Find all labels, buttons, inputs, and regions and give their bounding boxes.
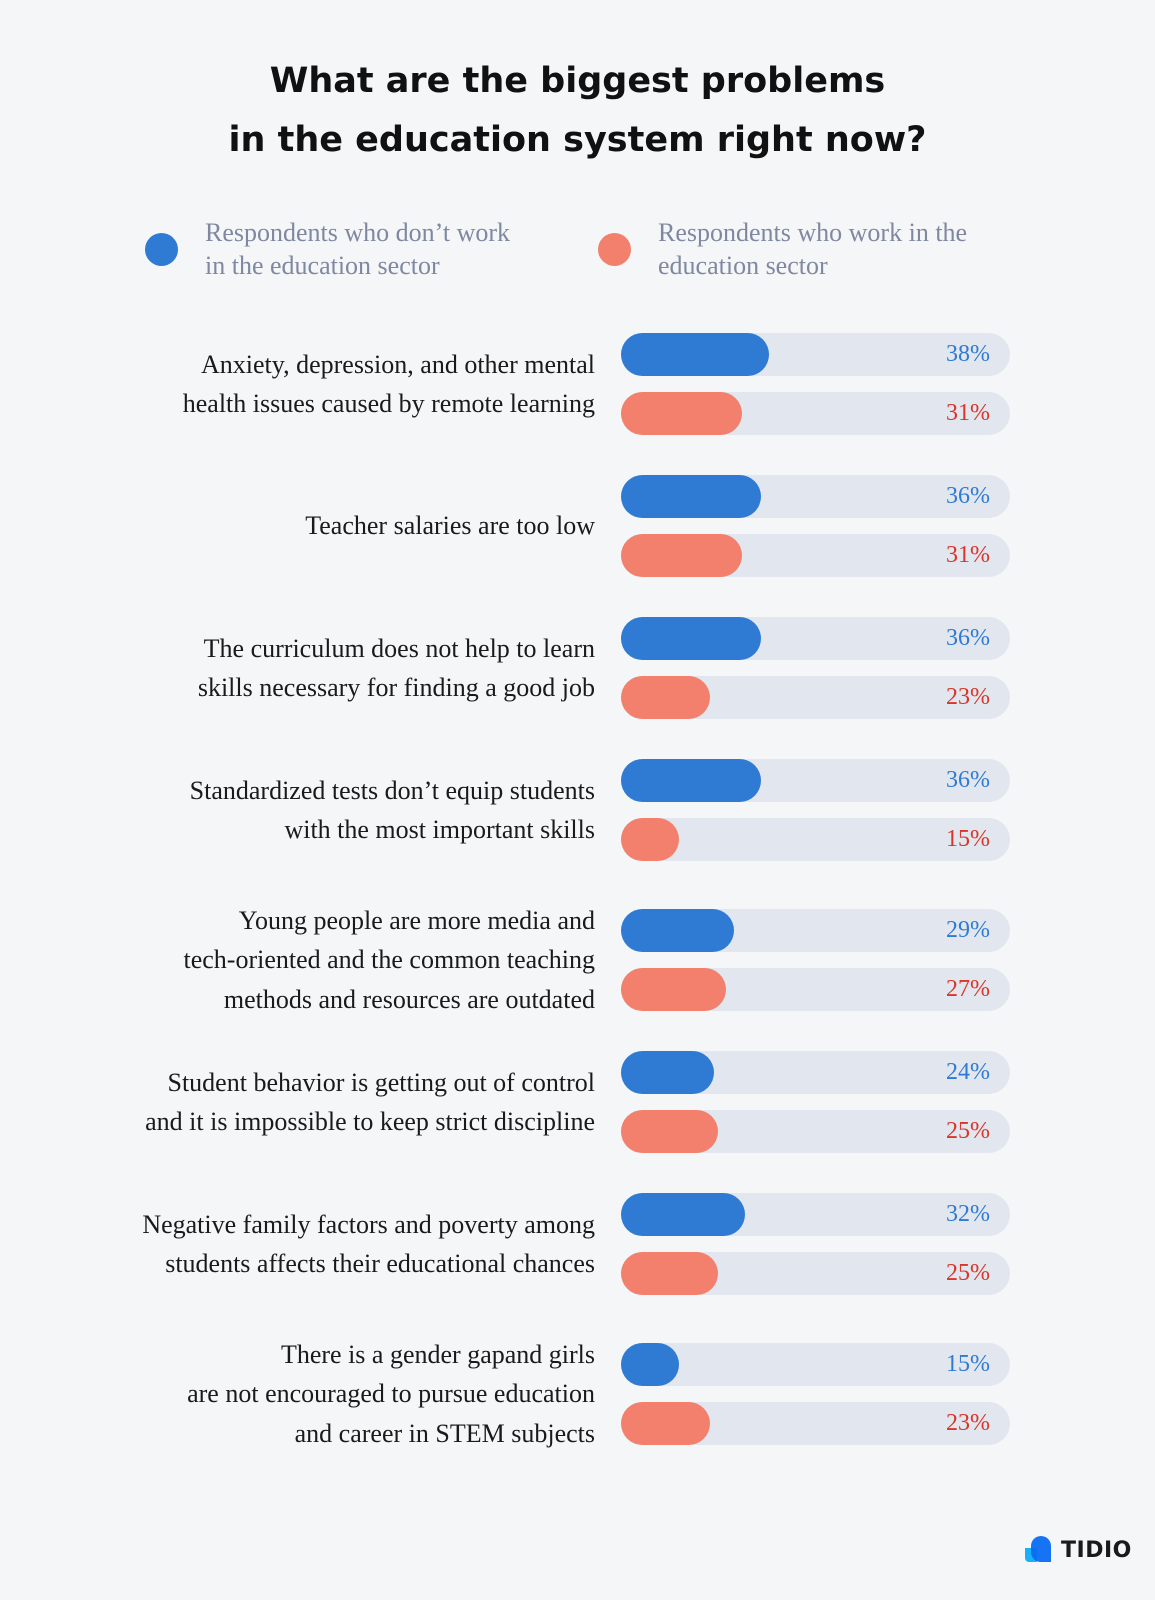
bar-track (621, 1193, 1010, 1236)
legend-item-series-2: Respondents who work in the education se… (598, 216, 967, 282)
bar-series-1 (621, 1051, 715, 1094)
bar-track (621, 475, 1010, 518)
bar-track (621, 1402, 1010, 1445)
data-label-series-1: 36% (946, 767, 990, 793)
bar-series-2 (621, 1402, 711, 1445)
legend-swatch-series-1 (145, 232, 178, 266)
bar-track (621, 1051, 1010, 1094)
chart-title-line-2: in the education system right now? (228, 120, 927, 160)
data-label-series-2: 23% (946, 1410, 990, 1436)
chart-title: What are the biggest problems in the edu… (0, 52, 1155, 170)
bar-track (621, 968, 1010, 1011)
bar-track (621, 392, 1010, 435)
legend-swatch-series-2 (598, 232, 631, 266)
bar-series-1 (621, 617, 762, 660)
legend-label-series-2: Respondents who work in the education se… (658, 218, 968, 280)
bar-track (621, 617, 1010, 660)
data-label-series-2: 31% (946, 400, 990, 426)
data-label-series-2: 25% (946, 1260, 990, 1286)
bar-series-1 (621, 909, 734, 952)
bar-series-2 (621, 392, 742, 435)
category-label: Anxiety, depression, and other mental he… (182, 349, 595, 419)
data-label-series-2: 31% (946, 542, 990, 568)
category-label: Student behavior is getting out of contr… (145, 1067, 595, 1137)
category-label: There is a gender gapand girls are not e… (187, 1339, 595, 1448)
data-label-series-2: 27% (946, 976, 990, 1002)
bar-series-1 (621, 1343, 680, 1386)
data-label-series-1: 36% (946, 483, 990, 509)
bar-track (621, 759, 1010, 802)
data-label-series-2: 25% (946, 1118, 990, 1144)
bar-track (621, 1343, 1010, 1386)
bar-series-2 (621, 1252, 719, 1295)
data-label-series-1: 29% (946, 917, 990, 943)
data-label-series-1: 38% (946, 341, 990, 367)
bar-track (621, 676, 1010, 719)
bar-track (621, 534, 1010, 577)
data-label-series-1: 36% (946, 625, 990, 651)
bar-track (621, 1252, 1010, 1295)
category-label: Young people are more media and tech-ori… (183, 905, 595, 1014)
category-label: Teacher salaries are too low (305, 511, 595, 541)
tidio-logo-icon (1023, 1534, 1055, 1566)
bar-series-1 (621, 333, 769, 376)
data-label-series-1: 15% (946, 1351, 990, 1377)
bar-track (621, 909, 1010, 952)
bar-track (621, 1110, 1010, 1153)
chart-title-line-1: What are the biggest problems (269, 61, 886, 101)
bar-series-2 (621, 968, 727, 1011)
bar-series-2 (621, 1110, 719, 1153)
bar-series-1 (621, 1193, 746, 1236)
data-label-series-2: 15% (946, 826, 990, 852)
bar-series-2 (621, 818, 680, 861)
category-label: Negative family factors and poverty amon… (142, 1209, 595, 1279)
bar-series-2 (621, 534, 742, 577)
bar-series-2 (621, 676, 711, 719)
category-label: The curriculum does not help to learn sk… (197, 633, 595, 703)
brand-logo: TIDIO (1023, 1534, 1132, 1566)
bar-track (621, 333, 1010, 376)
data-label-series-1: 24% (946, 1059, 990, 1085)
bar-series-1 (621, 475, 762, 518)
bar-track (621, 818, 1010, 861)
category-label: Standardized tests don’t equip students … (189, 775, 595, 845)
data-label-series-1: 32% (946, 1201, 990, 1227)
data-label-series-2: 23% (946, 684, 990, 710)
bar-series-1 (621, 759, 762, 802)
brand-name: TIDIO (1061, 1537, 1132, 1563)
legend-item-series-1: Respondents who don’t work in the educat… (145, 216, 510, 282)
legend-label-series-1: Respondents who don’t work in the educat… (205, 218, 511, 280)
